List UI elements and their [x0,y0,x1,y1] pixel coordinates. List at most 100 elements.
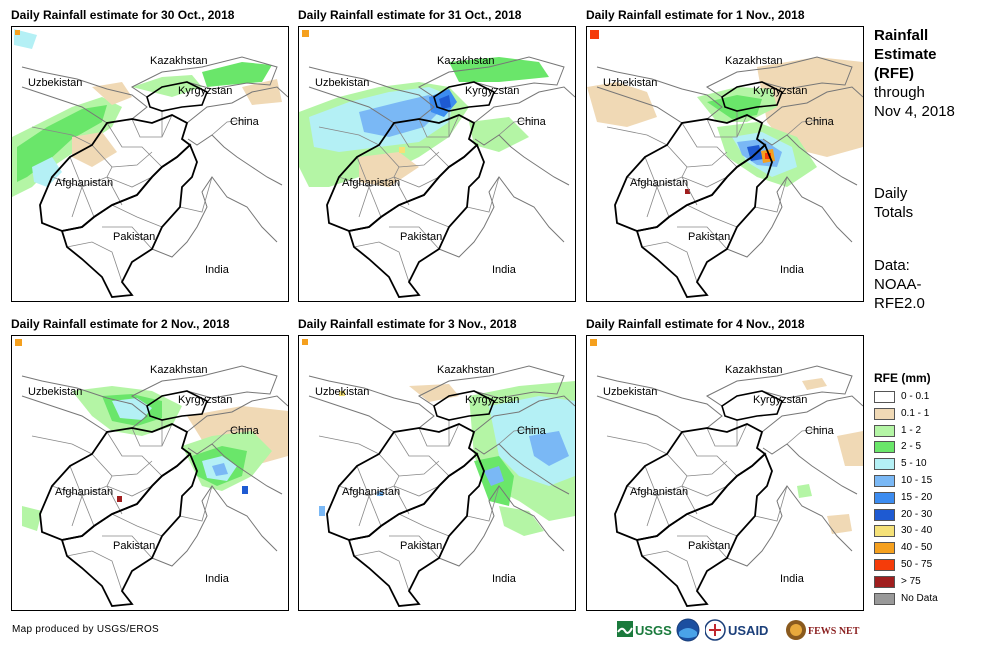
rainfall-area [827,514,852,534]
rainfall-area [15,339,22,346]
country-boundary [186,86,288,186]
country-label-india: India [492,573,517,585]
rainfall-area [499,506,544,536]
kyrgyzstan-boundary [433,81,496,112]
province-boundary [641,241,698,283]
rainfall-area [32,157,62,187]
country-label-kazakhstan: Kazakhstan [437,364,494,376]
country-label-afghanistan: Afghanistan [55,177,113,189]
country-label-kyrgyzstan: Kyrgyzstan [178,85,232,97]
province-boundary [211,118,253,136]
country-boundary [726,485,853,567]
pakistan-boundary [347,143,485,298]
legend-label: 30 - 40 [901,525,933,537]
province-boundary [368,495,382,527]
province-boundary [91,144,123,206]
heading-line: through [874,84,925,101]
source-line: RFE2.0 [874,295,925,312]
province-boundary [31,435,93,455]
province-boundary [378,144,410,206]
kyrgyzstan-boundary [146,81,209,112]
country-boundary [438,485,565,567]
legend-swatch [874,407,895,420]
province-boundary [111,204,163,228]
province-boundary [656,495,670,527]
country-label-china: China [805,425,835,437]
country-label-pakistan: Pakistan [688,231,730,243]
map-frame: Kazakhstan Kyrgyzstan Uzbekistan China Afgha… [11,335,289,611]
country-label-china: China [805,116,835,128]
province-boundary [353,550,410,592]
panel-title: Daily Rainfall estimate for 2 Nov., 2018 [11,317,230,331]
province-boundary [111,513,163,537]
province-boundary [31,126,93,146]
province-boundary [656,186,670,218]
rainfall-area [449,57,549,82]
province-boundary [102,535,153,559]
rainfall-area [212,463,228,476]
rainfall-area [529,431,569,466]
country-label-uzbekistan: Uzbekistan [603,77,657,89]
province-boundary [393,431,450,477]
province-boundary [106,122,163,168]
province-boundary [398,513,450,537]
province-boundary [131,114,173,138]
legend-swatch [874,475,895,487]
rainfall-area [17,105,107,182]
heading-line: Estimate [874,46,937,63]
fewsnet-wordmark: FEWS NET [808,626,860,637]
rainfall-map: Kazakhstan Kyrgyzstan Uzbekistan China Afgha… [302,339,575,607]
rainfall-area [590,339,597,346]
legend-label: 0.1 - 1 [901,407,930,419]
province-boundary [606,435,668,455]
province-boundary [111,151,153,168]
kyrgyzstan-boundary [146,390,209,421]
country-label-uzbekistan: Uzbekistan [603,386,657,398]
legend-label: 2 - 5 [901,441,922,453]
province-boundary [754,485,788,522]
panel-title: Daily Rainfall estimate for 1 Nov., 2018 [586,8,805,22]
country-label-afghanistan: Afghanistan [630,486,688,498]
country-label-kyrgyzstan: Kyrgyzstan [465,394,519,406]
country-label-india: India [205,573,230,585]
country-label-kyrgyzstan: Kyrgyzstan [753,85,807,97]
totals-line: Daily [874,185,908,202]
usgs-logo-mark: USGS [617,621,672,638]
legend-swatch [874,458,895,471]
country-label-uzbekistan: Uzbekistan [315,77,369,89]
totals-line: Totals [874,204,914,221]
source-line: Data: [874,257,910,274]
country-label-india: India [492,264,517,276]
kyrgyzstan-boundary [433,390,496,421]
rainfall-area [302,339,308,345]
province-boundary [378,453,410,515]
country-boundary [473,395,575,495]
legend-swatch [874,424,895,437]
province-boundary [466,485,500,522]
country-label-uzbekistan: Uzbekistan [315,386,369,398]
heading-line: (RFE) [874,65,914,82]
country-boundary [473,86,575,186]
rainfall-area [72,132,117,167]
usaid-wordmark: USAID [728,623,768,638]
province-boundary [686,460,728,477]
usaid-logo: USAID [704,618,785,642]
map-frame: Kazakhstan Kyrgyzstan Uzbekistan China Afgha… [586,26,864,302]
province-boundary [786,118,828,136]
noaa-logo-mark [676,618,700,642]
country-boundary [308,375,435,433]
country-label-kazakhstan: Kazakhstan [725,55,782,67]
usgs-logo: USGS [617,618,675,642]
rainfall-area [302,30,309,37]
rainfall-area [242,486,248,494]
province-boundary [318,126,380,146]
rainfall-area [22,506,42,531]
afghanistan-boundary [39,423,192,541]
province-boundary [686,151,728,168]
usaid-logo-mark: USAID [704,619,768,641]
legend-label: No Data [901,592,938,604]
pakistan-boundary [60,452,198,607]
province-boundary [389,226,440,250]
province-boundary [677,226,728,250]
legend-swatch [874,575,895,588]
